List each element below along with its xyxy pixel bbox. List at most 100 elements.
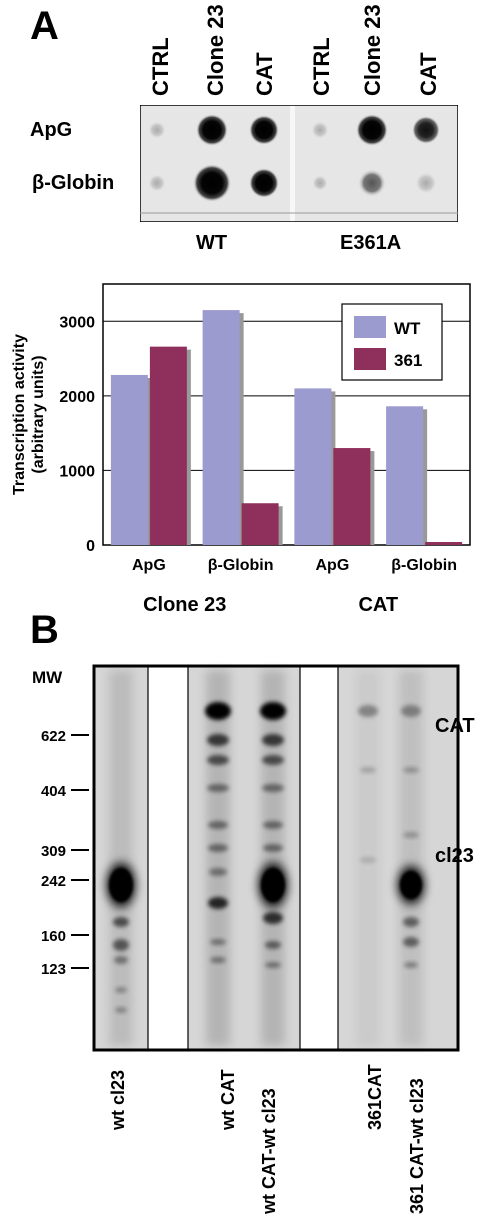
- y-tick-label: 2000: [59, 389, 95, 406]
- blot-dot: [311, 121, 329, 139]
- mw-marker-label: 160: [41, 928, 66, 945]
- lane-label: CTRL: [309, 37, 334, 96]
- dot-blot-image: [140, 105, 458, 222]
- lane-label: CAT: [416, 52, 441, 96]
- bar-361: [425, 542, 463, 545]
- gel-band: [208, 844, 228, 852]
- gel-band: [358, 705, 378, 717]
- band-label-cl23: cl23: [435, 845, 474, 867]
- gel-band: [403, 832, 419, 838]
- legend-label: 361: [394, 351, 422, 370]
- gel-band: [115, 987, 127, 993]
- gel-band: [208, 897, 228, 909]
- bar-361: [149, 346, 187, 545]
- gel-band-core: [261, 868, 285, 902]
- panel-letter-b: B: [30, 608, 59, 652]
- gel-band: [209, 868, 227, 876]
- y-axis-label-line: Transcription activity: [11, 334, 28, 495]
- gel-lane-label: 361CAT: [365, 1064, 385, 1130]
- gel-frame: [92, 664, 460, 1052]
- y-axis-label: Transcription activity (arbitrary units): [11, 334, 47, 495]
- blot-dot: [249, 168, 279, 198]
- x-group-label: Clone 23: [143, 594, 226, 615]
- gel-band-core: [400, 871, 422, 899]
- blot-dot: [148, 174, 166, 192]
- legend-label: WT: [394, 319, 421, 338]
- blot-row-label-apg: ApG: [30, 119, 73, 141]
- bar-wt: [202, 310, 240, 545]
- gel-band: [360, 767, 376, 773]
- blot-dot: [358, 169, 386, 197]
- y-tick-label: 0: [86, 538, 95, 555]
- gel-band: [403, 917, 419, 927]
- gel-band: [263, 844, 283, 852]
- gel-band: [210, 939, 226, 945]
- gel-band: [262, 784, 284, 792]
- gel-band: [207, 784, 229, 792]
- gel-lane-label: wt CAT: [218, 1069, 238, 1130]
- gel-band: [113, 917, 129, 927]
- gel-lane: [205, 670, 231, 1046]
- lane-label: CAT: [252, 52, 277, 96]
- gel-band: [360, 857, 376, 863]
- legend-swatch: [354, 316, 386, 338]
- gel-band: [401, 705, 421, 717]
- x-group-label: CAT: [358, 594, 398, 615]
- mw-marker-label: 242: [41, 873, 66, 890]
- blot-dot: [148, 121, 166, 139]
- gel-band: [262, 734, 284, 746]
- lane-label: Clone 23: [203, 4, 228, 96]
- y-tick-label: 3000: [59, 314, 95, 331]
- gel-band: [262, 755, 284, 765]
- gel-band: [210, 957, 226, 963]
- panel-letter-a: A: [30, 4, 59, 48]
- band-label-cat: CAT: [435, 715, 475, 737]
- gel-band: [403, 767, 419, 773]
- blot-row-label-globin: β-Globin: [32, 172, 115, 194]
- bar-361: [241, 503, 279, 545]
- lane-smear: [261, 670, 285, 1046]
- gel-band: [260, 702, 286, 720]
- gel-lane: [398, 670, 424, 1046]
- y-tick-label: 1000: [59, 463, 95, 480]
- bar-wt: [110, 374, 148, 545]
- bar-wt: [294, 388, 332, 545]
- blot-dot: [356, 114, 388, 146]
- blot-dot: [312, 175, 328, 191]
- gel-lane-label: wt cl23: [108, 1069, 128, 1130]
- gel-gap: [148, 666, 188, 1050]
- x-tick-label: ApG: [315, 557, 349, 574]
- gel-lane-label: 361 CAT-wt cl23: [407, 1078, 427, 1214]
- blot-dot: [249, 115, 279, 145]
- mw-marker-label: 309: [41, 843, 66, 860]
- blot-dot: [196, 114, 228, 146]
- lane-smear: [109, 670, 133, 1046]
- mw-marker-label: 622: [41, 728, 66, 745]
- gel-lane-label: wt CAT-wt cl23: [259, 1088, 279, 1214]
- gel-lane: [107, 670, 135, 1046]
- gel-lane: [259, 670, 287, 1046]
- gel-band-core: [109, 868, 133, 902]
- blot-group-label-e361a: E361A: [340, 232, 402, 254]
- lane-label: CTRL: [148, 37, 173, 96]
- x-tick-label: β-Globin: [208, 557, 274, 574]
- mw-marker-label: 123: [41, 961, 66, 978]
- gel-band: [115, 1007, 127, 1013]
- gel-band: [263, 821, 283, 829]
- blot-dot: [193, 164, 231, 202]
- gel-band: [208, 821, 228, 829]
- mw-marker-label: 404: [41, 783, 67, 800]
- blot-dot: [415, 172, 437, 194]
- lane-smear: [206, 670, 230, 1046]
- y-axis-label-line: (arbitrary units): [30, 355, 47, 473]
- gel-band: [265, 941, 281, 949]
- blot-dot: [412, 116, 440, 144]
- gel-band: [113, 939, 129, 951]
- gel-band: [207, 734, 229, 746]
- bar-361: [333, 448, 371, 545]
- bar-wt: [386, 406, 424, 545]
- legend-swatch: [354, 348, 386, 370]
- gel-band: [403, 937, 419, 947]
- lane-smear: [399, 670, 423, 1046]
- gel-band: [265, 962, 281, 968]
